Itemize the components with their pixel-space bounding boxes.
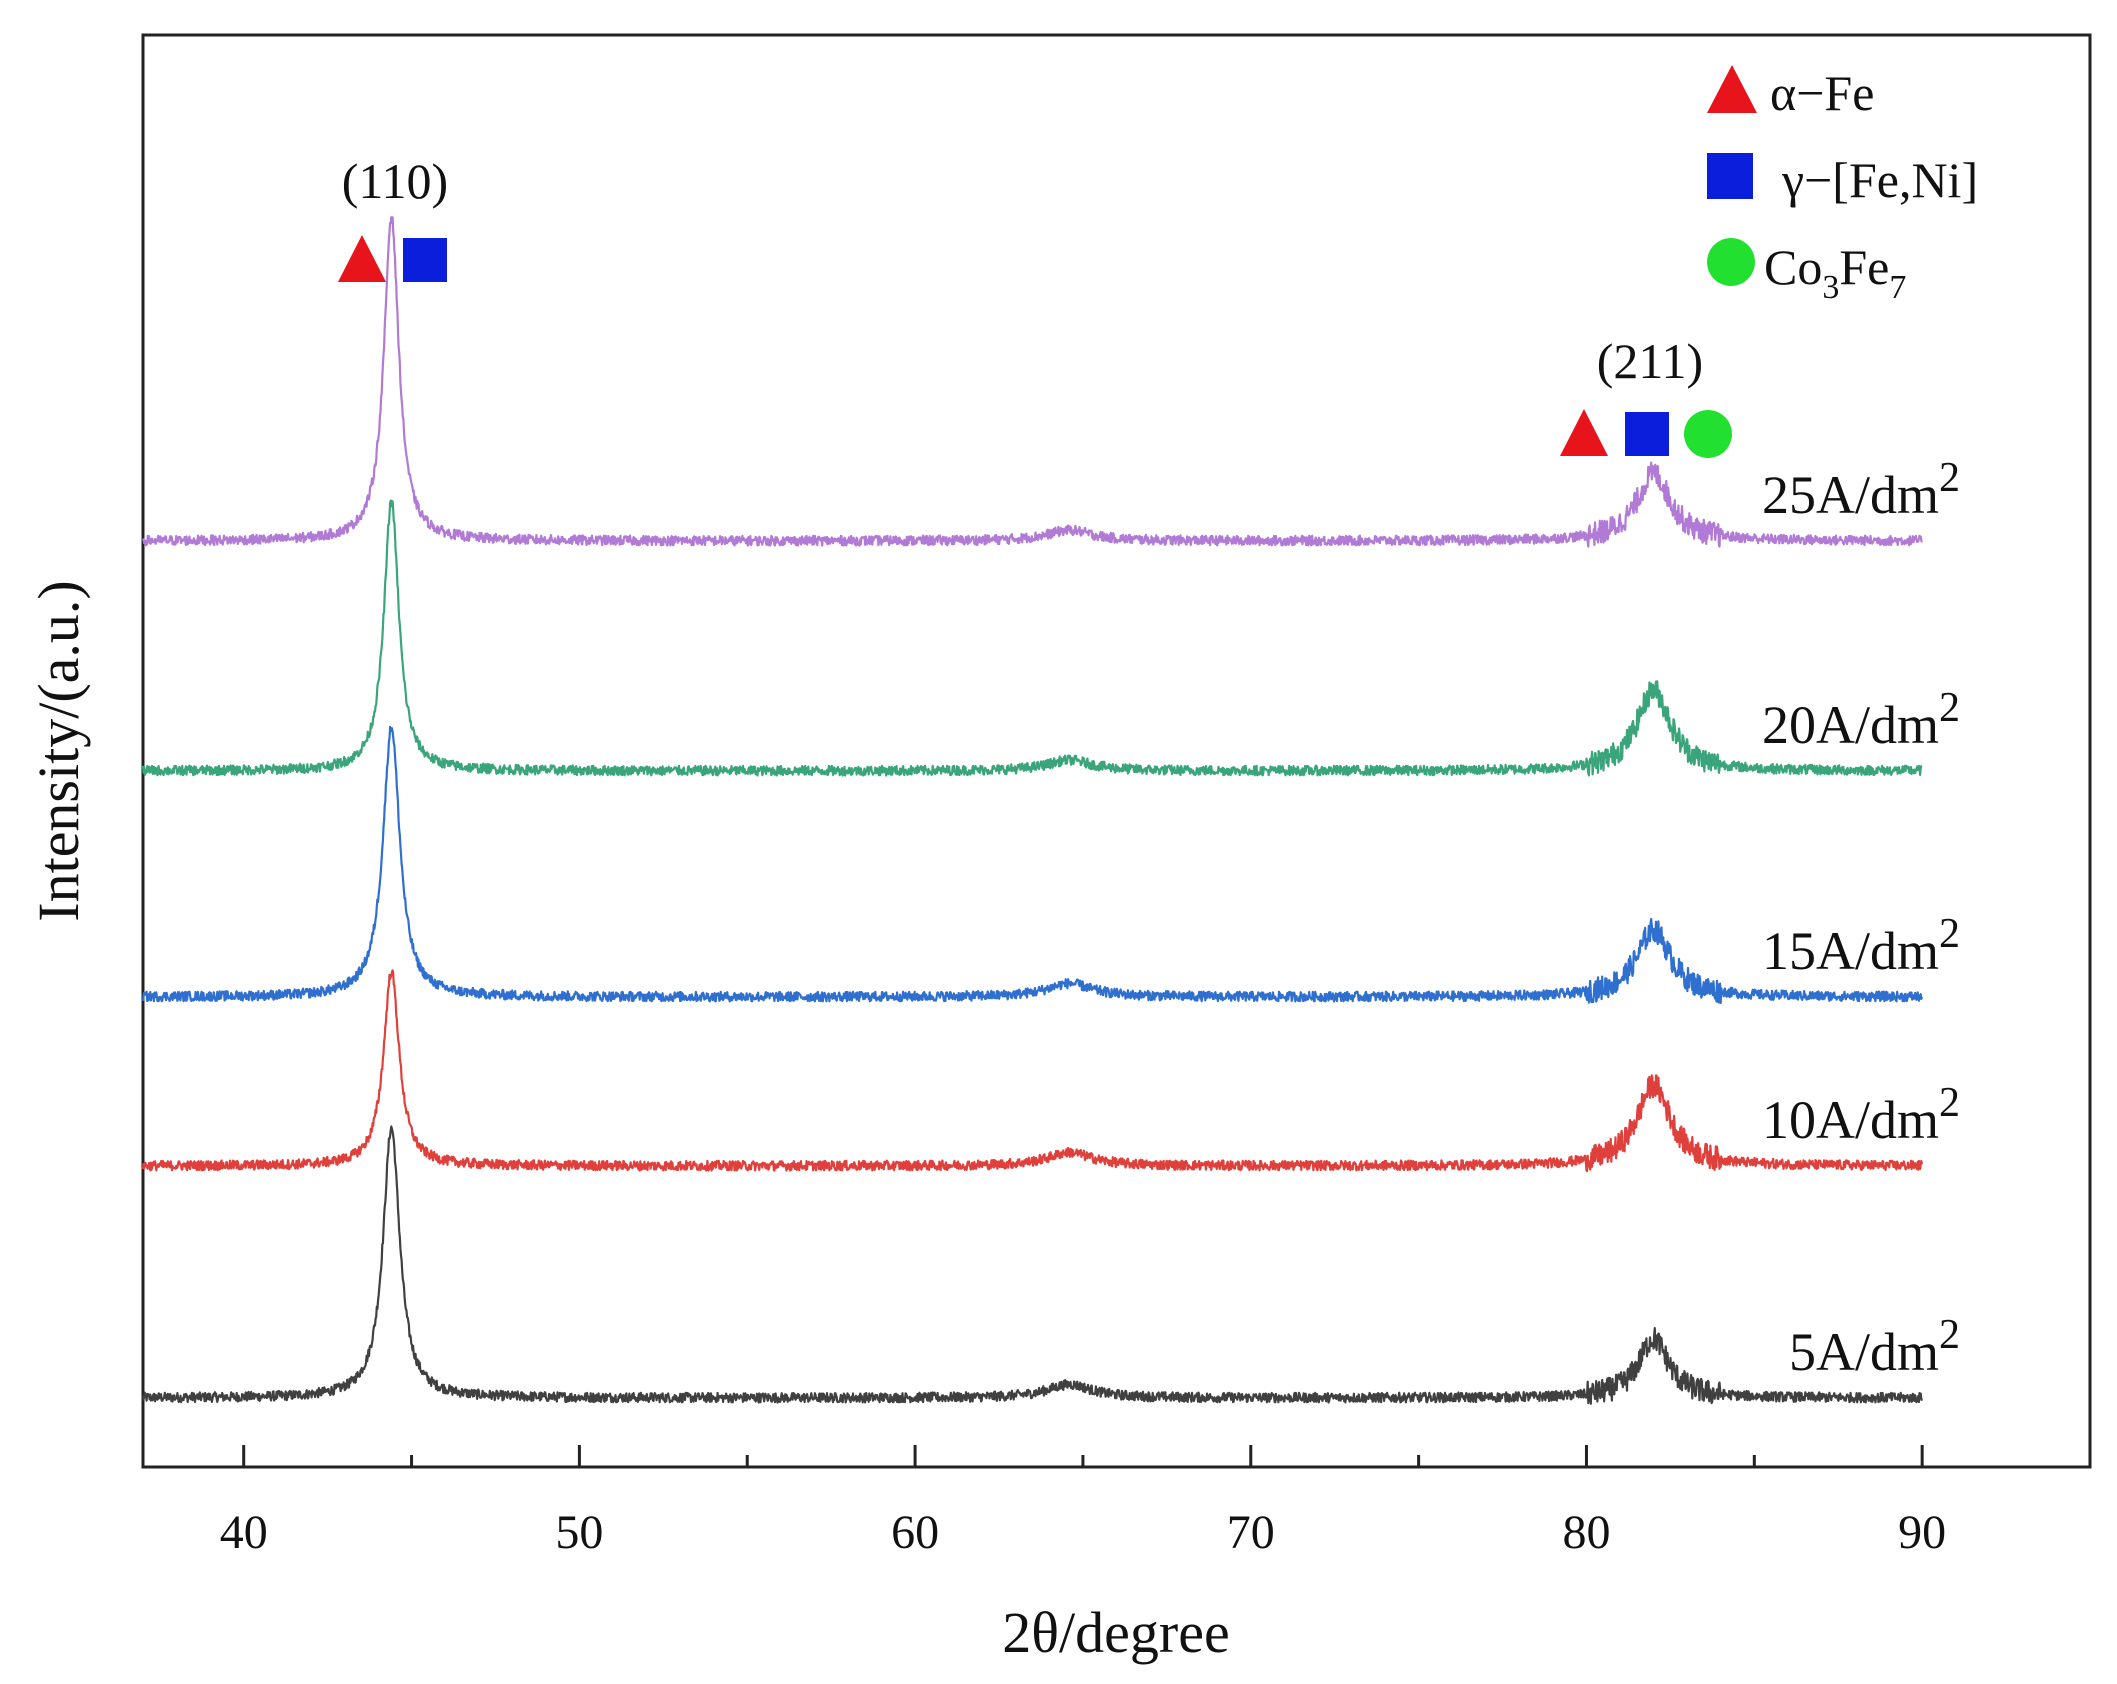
legend-gamma-feni-icon — [1707, 153, 1753, 199]
y-axis-title: Intensity/(a.u.) — [26, 580, 91, 921]
plane-label-211: (211) — [1597, 333, 1703, 389]
x-tick-label: 70 — [1227, 1506, 1275, 1559]
x-axis-ticks: 40 50 60 70 80 90 — [220, 1445, 2092, 1559]
legend-alpha-fe-label: α−Fe — [1770, 65, 1874, 121]
legend-alpha-fe-icon — [1707, 65, 1757, 113]
x-tick-label: 50 — [555, 1506, 603, 1559]
alpha-fe-marker-211 — [1560, 409, 1608, 456]
plot-frame — [141, 33, 2092, 1469]
series-traces — [141, 216, 1923, 1405]
series-label-5A-dm2: 5A/dm2 — [1789, 1312, 1960, 1382]
x-axis-title: 2θ/degree — [1002, 1600, 1229, 1665]
series-label-15A-dm2: 15A/dm2 — [1762, 911, 1960, 981]
series-label-20A-dm2: 20A/dm2 — [1762, 685, 1960, 755]
legend-gamma-feni-label: γ−[Fe,Ni] — [1781, 152, 1978, 208]
co3fe7-marker-211 — [1684, 410, 1732, 458]
series-line-25A-dm2 — [141, 216, 1923, 548]
x-tick-label: 60 — [891, 1506, 939, 1559]
series-line-10A-dm2 — [141, 969, 1923, 1173]
legend-co3fe7-label: Co3Fe7 — [1764, 239, 1906, 306]
x-tick-label: 40 — [220, 1506, 268, 1559]
legend-co3fe7-co: Co — [1764, 239, 1822, 295]
series-label-25A-dm2: 25A/dm2 — [1762, 455, 1960, 525]
legend-co3fe7-sub1: 3 — [1822, 269, 1839, 306]
x-tick-label: 90 — [1898, 1506, 1946, 1559]
gamma-feni-marker-110 — [403, 238, 447, 282]
series-label-10A-dm2: 10A/dm2 — [1762, 1080, 1960, 1150]
series-labels: 5A/dm2 10A/dm2 15A/dm2 20A/dm2 25A/dm2 — [1762, 455, 1960, 1382]
legend-co3fe7-sub2: 7 — [1889, 269, 1906, 306]
x-tick-label: 80 — [1562, 1506, 1610, 1559]
series-line-20A-dm2 — [141, 499, 1923, 777]
gamma-feni-marker-211 — [1625, 412, 1669, 456]
series-line-15A-dm2 — [141, 725, 1923, 1005]
plane-label-110: (110) — [342, 153, 448, 209]
legend-co3fe7-icon — [1707, 238, 1755, 286]
series-line-5A-dm2 — [141, 1125, 1923, 1405]
alpha-fe-marker-110 — [338, 235, 386, 282]
legend-co3fe7-fe: Fe — [1839, 239, 1889, 295]
legend: α−Fe γ−[Fe,Ni] Co3Fe7 — [1707, 65, 1978, 306]
